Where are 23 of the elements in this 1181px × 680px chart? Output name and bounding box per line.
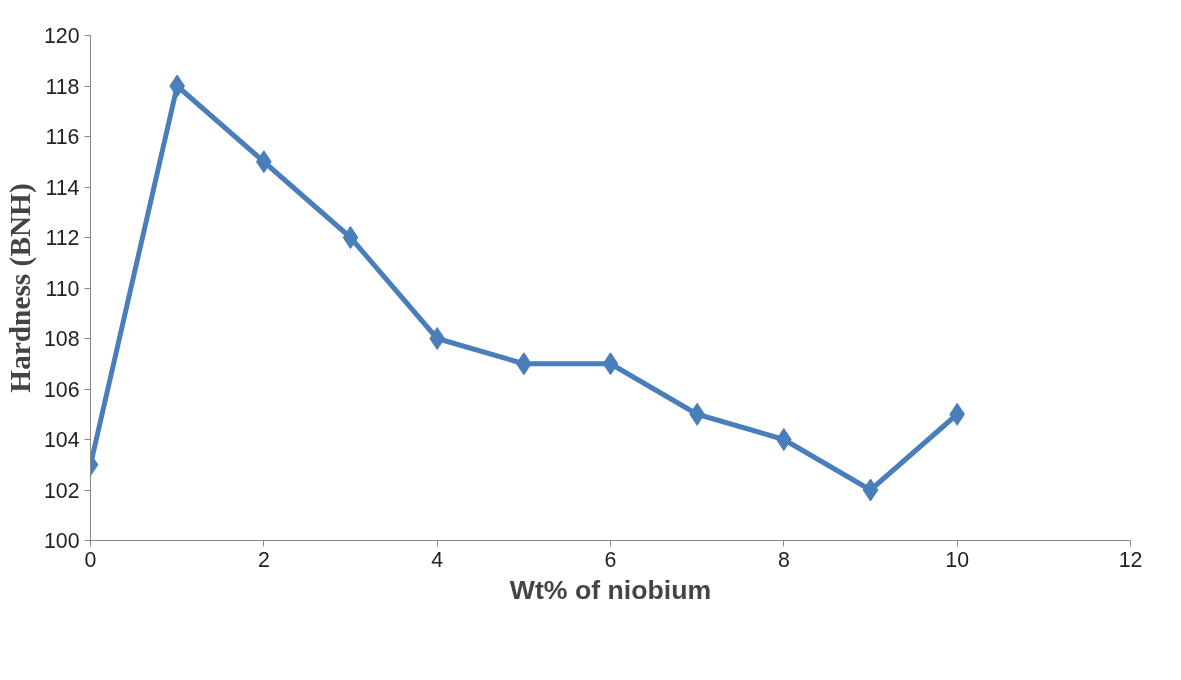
x-tick-label: 10: [945, 547, 970, 572]
y-tick-label: 120: [43, 24, 80, 48]
y-tick-label: 112: [45, 226, 80, 250]
y-tick-label: 110: [45, 276, 80, 301]
y-tick-label: 108: [43, 327, 80, 351]
y-tick-label: 104: [43, 428, 80, 452]
y-tick-label: 102: [43, 478, 80, 503]
x-tick-label: 8: [777, 547, 790, 572]
x-axis-title: Wt% of niobium: [509, 574, 712, 605]
y-tick-label: 100: [43, 529, 80, 553]
point: [342, 226, 359, 249]
x-tick-label: 2: [257, 547, 270, 572]
y-tick-label: 118: [45, 74, 80, 99]
x-tick-label: 12: [1118, 547, 1143, 572]
point: [602, 352, 619, 376]
x-tick-label: 6: [604, 547, 617, 572]
y-tick-label: 116: [45, 125, 80, 149]
x-tick-label: 4: [431, 547, 444, 572]
y-tick-label: 114: [45, 175, 80, 200]
y-axis-title: Hardness (BNH): [3, 183, 37, 393]
x-tick-label: 0: [84, 547, 97, 572]
point: [862, 478, 879, 502]
y-tick-label: 106: [43, 377, 80, 402]
